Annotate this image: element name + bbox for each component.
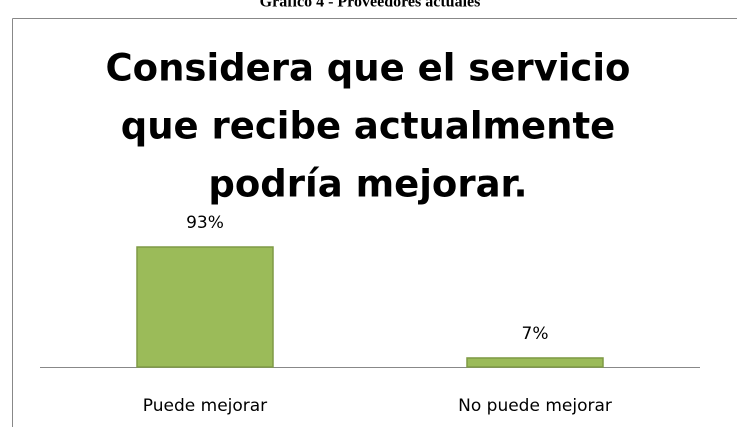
bar	[466, 357, 604, 368]
chart-title: que recibe actualmente	[121, 105, 616, 148]
value-label: 93%	[186, 213, 224, 233]
bar	[136, 246, 274, 368]
category-label: Puede mejorar	[143, 396, 267, 416]
figure-caption: Gráfico 4 - Proveedores actuales	[260, 0, 481, 11]
value-label: 7%	[522, 324, 549, 344]
chart-title: Considera que el servicio	[106, 47, 631, 90]
category-label: No puede mejorar	[458, 396, 612, 416]
chart-title: podría mejorar.	[208, 163, 527, 206]
